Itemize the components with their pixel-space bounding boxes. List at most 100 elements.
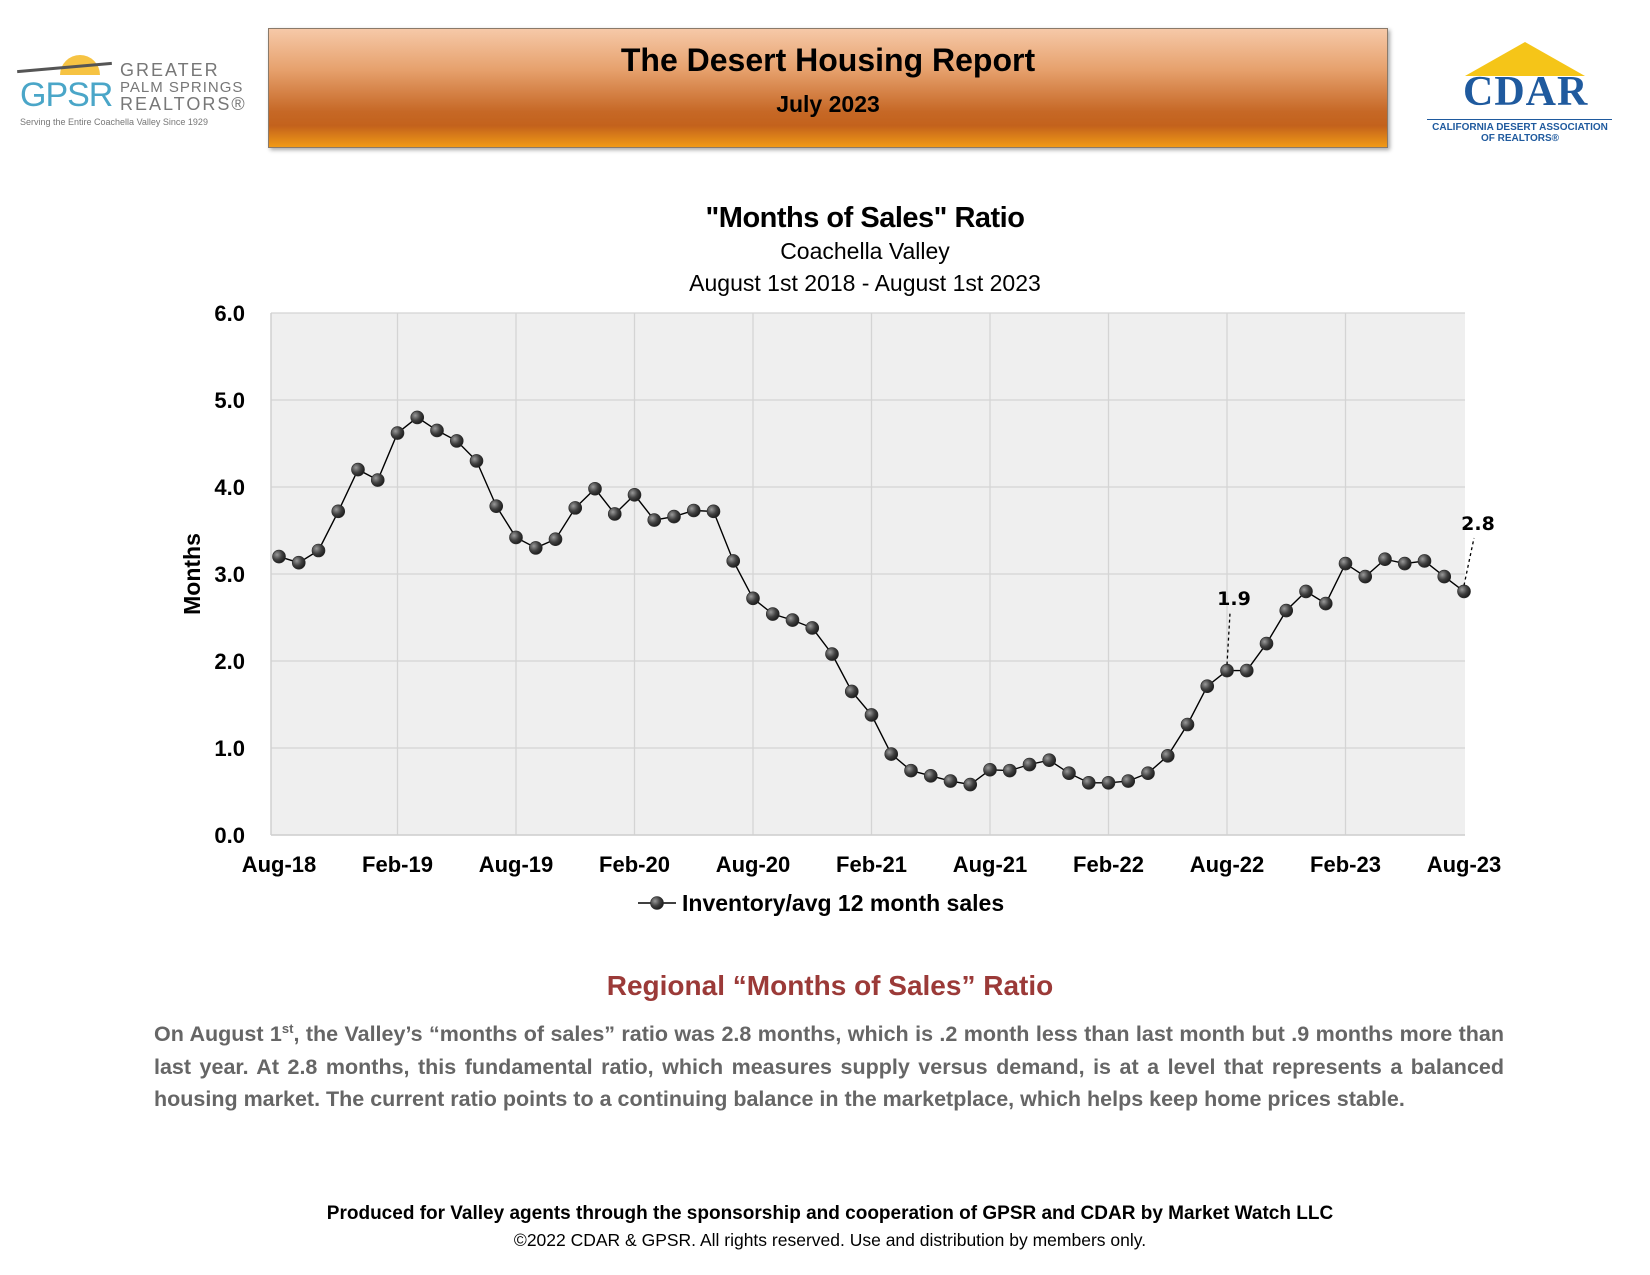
- report-date: July 2023: [776, 91, 880, 117]
- y-tick-label: 1.0: [214, 736, 245, 761]
- data-point: [1457, 584, 1471, 599]
- footer-copyright: ©2022 CDAR & GPSR. All rights reserved. …: [513, 1230, 1147, 1250]
- data-point: [963, 777, 978, 792]
- cdar-divider: [1427, 119, 1612, 120]
- data-point: [272, 549, 286, 564]
- footer-credits: Produced for Valley agents through the s…: [326, 1203, 1334, 1224]
- data-point: [548, 532, 563, 547]
- data-point: [746, 591, 760, 606]
- data-point: [1042, 753, 1057, 767]
- data-point: [469, 454, 484, 468]
- data-point: [331, 504, 346, 519]
- data-point: [1358, 569, 1373, 584]
- data-point: [923, 769, 938, 783]
- summary-superscript: st: [281, 1020, 294, 1036]
- x-tick-label: Feb-22: [1073, 852, 1144, 877]
- data-point: [1259, 636, 1274, 651]
- data-point: [686, 503, 701, 518]
- data-point: [528, 541, 543, 555]
- data-point: [370, 473, 385, 487]
- data-point: [449, 434, 464, 448]
- cdar-subtitle: CALIFORNIA DESERT ASSOCIATION OF REALTOR…: [1425, 122, 1615, 144]
- data-point: [410, 410, 425, 425]
- y-tick-label: 6.0: [214, 301, 245, 326]
- x-tick-label: Aug-21: [953, 852, 1028, 877]
- section-heading: Regional “Months of Sales” Ratio: [606, 970, 1054, 1001]
- legend-label: Inventory/avg 12 month sales: [682, 890, 1004, 916]
- annotation-leader: [1463, 537, 1475, 586]
- data-point: [489, 499, 504, 513]
- cdar-logo: CDAR CALIFORNIA DESERT ASSOCIATION OF RE…: [1425, 38, 1625, 148]
- data-point: [805, 621, 820, 635]
- x-tick-label: Aug-18: [242, 852, 317, 877]
- report-banner: The Desert Housing Report July 2023: [268, 28, 1388, 148]
- data-point: [884, 747, 899, 761]
- data-point: [904, 763, 918, 778]
- y-tick-label: 2.0: [214, 649, 245, 674]
- data-point: [568, 501, 583, 515]
- data-point: [1318, 596, 1333, 611]
- gpsr-logo: GPSR GREATER PALM SPRINGS REALTORS® Serv…: [12, 50, 252, 130]
- x-tick-label: Feb-21: [836, 852, 907, 877]
- gpsr-acronym: GPSR: [20, 76, 113, 114]
- cdar-sub-line2: OF REALTORS®: [1480, 133, 1560, 144]
- data-point: [1002, 763, 1017, 778]
- data-point: [390, 426, 405, 440]
- summary-text-rest: , the Valley’s “months of sales” ratio w…: [154, 1022, 1504, 1111]
- data-point: [1239, 663, 1254, 678]
- y-tick-label: 3.0: [214, 562, 245, 587]
- data-point: [607, 507, 622, 521]
- data-point: [1200, 679, 1215, 694]
- report-title: The Desert Housing Report: [620, 42, 1036, 78]
- data-point: [1081, 775, 1096, 790]
- data-point: [430, 423, 444, 438]
- chart-title: "Months of Sales" Ratio: [705, 202, 1025, 234]
- data-point: [1121, 774, 1136, 788]
- x-tick-label: Feb-23: [1310, 852, 1381, 877]
- gpsr-tagline: Serving the Entire Coachella Valley Sinc…: [20, 117, 208, 127]
- y-tick-label: 5.0: [214, 388, 245, 413]
- chart-subtitle-daterange: August 1st 2018 - August 1st 2023: [689, 270, 1041, 296]
- data-point: [291, 555, 306, 570]
- gpsr-name-line1: GREATER: [120, 60, 220, 80]
- data-point: [1279, 603, 1294, 618]
- months-of-sales-chart: 0.0 1.0 2.0 3.0 4.0 5.0 6.0 Aug-18 Feb-19 Aug-19 F…: [179, 301, 1502, 916]
- x-tick-label: Feb-19: [362, 852, 433, 877]
- data-point: [647, 513, 662, 527]
- x-tick-label: Aug-22: [1190, 852, 1265, 877]
- data-point: [1378, 552, 1392, 567]
- data-point: [351, 462, 365, 477]
- gpsr-name: GREATER PALM SPRINGS REALTORS®: [120, 60, 247, 114]
- data-point: [1299, 584, 1313, 599]
- annotation-label: 1.9: [1217, 588, 1251, 610]
- data-point: [844, 684, 859, 699]
- data-point: [1220, 663, 1234, 678]
- data-point: [627, 488, 642, 502]
- legend-marker: [650, 896, 664, 910]
- gpsr-name-line2: PALM SPRINGS: [120, 79, 244, 96]
- data-point: [1022, 757, 1037, 772]
- data-point: [765, 607, 780, 621]
- data-point: [1397, 556, 1412, 571]
- data-point: [864, 708, 879, 722]
- data-point: [726, 554, 741, 568]
- x-tick-label: Aug-23: [1427, 852, 1502, 877]
- data-point: [1101, 775, 1116, 790]
- annotation-leader: [1226, 612, 1231, 665]
- data-point: [785, 613, 800, 627]
- data-point: [983, 762, 997, 777]
- cdar-sub-line1: CALIFORNIA DESERT ASSOCIATION: [1432, 122, 1608, 133]
- y-tick-label: 0.0: [214, 823, 245, 848]
- annotation-label: 2.8: [1461, 513, 1495, 535]
- data-point: [1062, 766, 1076, 781]
- summary-paragraph: On August 1st, the Valley’s “months of s…: [154, 1018, 1504, 1116]
- chart-subtitle-region: Coachella Valley: [780, 238, 950, 264]
- data-point: [706, 504, 721, 519]
- data-point: [1437, 569, 1452, 584]
- x-tick-label: Feb-20: [599, 852, 670, 877]
- x-tick-label: Aug-19: [479, 852, 554, 877]
- cdar-text: CDAR: [1463, 69, 1589, 115]
- gpsr-name-line3: REALTORS®: [120, 94, 247, 114]
- house-roof-icon: [1465, 42, 1585, 76]
- y-axis-title: Months: [179, 533, 205, 615]
